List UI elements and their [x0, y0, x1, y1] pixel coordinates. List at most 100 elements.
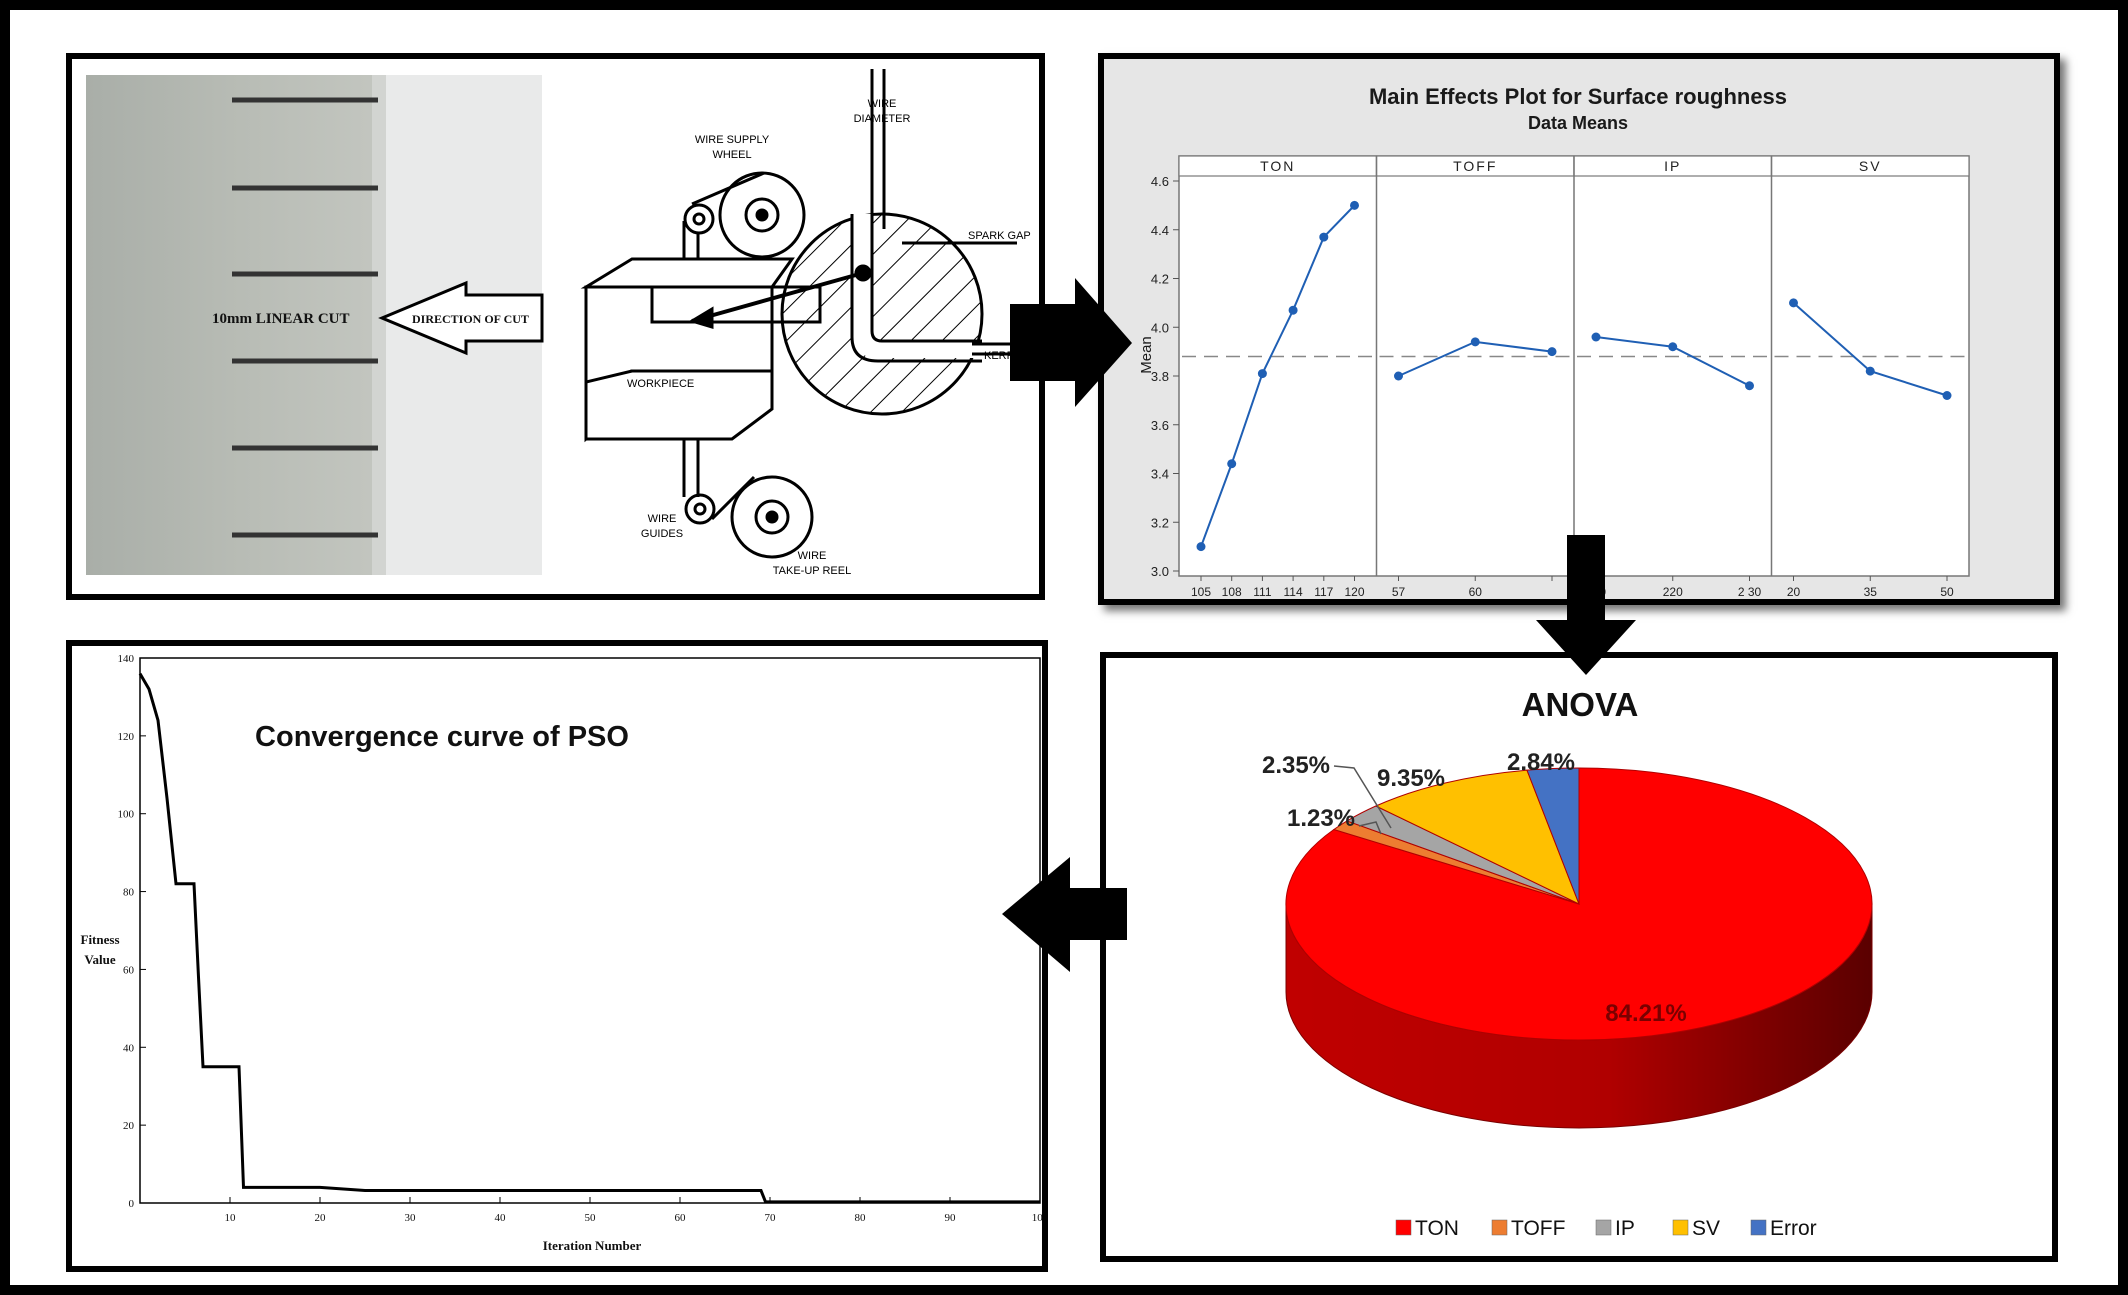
panel-header-label: TOFF: [1453, 158, 1497, 174]
take-up-label-1: WIRE: [798, 550, 827, 562]
data-point: [1745, 381, 1754, 391]
data-label: 9.35%: [1377, 765, 1445, 792]
y-tick-label: 60: [123, 964, 135, 976]
workpiece-label: WORKPIECE: [627, 378, 694, 390]
data-point: [1547, 347, 1557, 357]
x-tick-label: 100: [1032, 1212, 1042, 1224]
series-line: [1200, 204, 1356, 547]
x-tick-label: 60: [1469, 585, 1483, 599]
y-tick-label: 3.4: [1151, 467, 1169, 482]
pso-convergence-chart: Convergence curve of PSO Fitness Value I…: [81, 653, 1049, 1253]
wire-diameter-label-2: DIAMETER: [854, 113, 911, 125]
wire-edm-panel: 10mm LINEAR CUT DIRECTION OF CUT: [66, 53, 1045, 600]
x-tick-label: 50: [585, 1212, 597, 1224]
y-tick-label: 3.6: [1151, 418, 1169, 433]
convergence-line: [138, 672, 1040, 1204]
main-effects-ylabel: Mean: [1138, 336, 1155, 374]
wire-diameter-label-1: WIRE: [868, 98, 897, 110]
data-point: [1227, 459, 1237, 469]
data-label: 84.21%: [1605, 1000, 1686, 1027]
legend-label: SV: [1692, 1217, 1720, 1240]
x-tick-label: 50: [1940, 585, 1954, 599]
anova-plot-area: 84.21% 1.23% 2.35% 9.35% 2.84%: [1262, 749, 1873, 1129]
data-point: [1591, 332, 1601, 342]
data-point: [1196, 542, 1206, 552]
legend-swatch: [1491, 1219, 1508, 1236]
data-point: [1319, 232, 1329, 242]
data-label: 2.35%: [1262, 752, 1330, 779]
kerf-detail-circle: [780, 212, 984, 416]
y-tick-label: 4.4: [1151, 223, 1169, 238]
main-effects-chart: Main Effects Plot for Surface roughness …: [1138, 84, 1970, 599]
main-effects-panel: Main Effects Plot for Surface roughness …: [1098, 53, 2060, 605]
y-tick-label: 4.6: [1151, 174, 1169, 189]
y-tick-label: 4.2: [1151, 272, 1169, 287]
panel-header-label: SV: [1859, 158, 1882, 174]
spark-gap-label: SPARK GAP: [968, 230, 1031, 242]
pso-convergence-panel: Convergence curve of PSO Fitness Value I…: [66, 640, 1049, 1272]
pso-title: Convergence curve of PSO: [255, 721, 629, 753]
x-tick-label: 90: [945, 1212, 957, 1224]
y-tick-label: 140: [118, 653, 135, 665]
zoom-pointer-arrow: [691, 271, 864, 323]
anova-legend: TON TOFF IP SV Error: [1395, 1217, 1817, 1240]
y-tick-label: 80: [123, 887, 135, 899]
y-tick-label: 3.2: [1151, 515, 1169, 530]
x-tick-label: 30: [405, 1212, 417, 1224]
data-label: 2.84%: [1507, 749, 1575, 776]
leader-line: [1333, 765, 1392, 829]
data-point: [1668, 342, 1678, 352]
data-label: 1.23%: [1287, 805, 1355, 832]
y-tick-label: 4.0: [1151, 320, 1169, 335]
x-tick-label: 40: [495, 1212, 507, 1224]
y-tick-label: 120: [118, 731, 135, 743]
y-tick-label: 20: [123, 1120, 135, 1132]
legend-swatch: [1395, 1219, 1412, 1236]
x-tick-label: 60: [675, 1212, 687, 1224]
main-effects-subtitle: Data Means: [1528, 113, 1628, 133]
kerf-label: KERF: [984, 350, 1014, 362]
wire-edm-figure: 10mm LINEAR CUT DIRECTION OF CUT: [86, 69, 1031, 577]
x-tick-label: 20: [315, 1212, 327, 1224]
anova-panel: ANOVA 84.21% 1.23% 2.35% 9.35% 2.84% TON TOFF…: [1100, 652, 2058, 1262]
x-tick-label: 111: [1253, 585, 1272, 599]
data-point: [1789, 298, 1798, 308]
anova-pie-chart: ANOVA 84.21% 1.23% 2.35% 9.35% 2.84% TON TOFF…: [1262, 686, 1873, 1240]
legend-swatch: [1595, 1219, 1612, 1236]
take-up-label-2: TAKE-UP REEL: [773, 565, 851, 577]
take-up-reel-icon: [730, 475, 814, 559]
data-point: [1865, 366, 1875, 376]
x-tick-label: 108: [1222, 585, 1242, 599]
leader-line: [1358, 821, 1382, 835]
pso-ylabel-2: Value: [84, 952, 116, 967]
wire-guides-label-1: WIRE: [648, 513, 677, 525]
pie-slice-sv: [1374, 769, 1580, 906]
data-point: [1288, 305, 1298, 315]
y-tick-label: 3.0: [1151, 564, 1169, 579]
x-tick-label: 120: [1344, 585, 1364, 599]
wire-edm-schematic: [580, 69, 1017, 559]
pie-slice-ton: [1285, 767, 1873, 1041]
x-tick-label: 105: [1191, 585, 1211, 599]
anova-title: ANOVA: [1522, 686, 1639, 723]
cut-direction-arrow: [378, 280, 544, 356]
x-tick-label: 117: [1314, 585, 1333, 599]
data-point: [1942, 391, 1952, 400]
panel-header-label: IP: [1664, 158, 1681, 174]
y-tick-label: 3.8: [1151, 369, 1169, 384]
main-effects-title: Main Effects Plot for Surface roughness: [1369, 84, 1787, 109]
x-tick-label: 220: [1663, 585, 1683, 599]
x-tick-label: 70: [765, 1212, 777, 1224]
y-tick-label: 100: [118, 809, 135, 821]
panel-header-label: TON: [1260, 158, 1295, 174]
x-tick-label: 80: [855, 1212, 867, 1224]
data-point: [1394, 371, 1403, 381]
data-point: [1350, 200, 1359, 210]
data-point: [1470, 337, 1480, 347]
wire-supply-label-2: WHEEL: [712, 149, 751, 161]
legend-label: IP: [1615, 1217, 1635, 1240]
y-tick-label: 40: [123, 1042, 135, 1054]
y-tick-label: 0: [129, 1198, 135, 1210]
x-tick-label: 2 30: [1738, 585, 1762, 599]
